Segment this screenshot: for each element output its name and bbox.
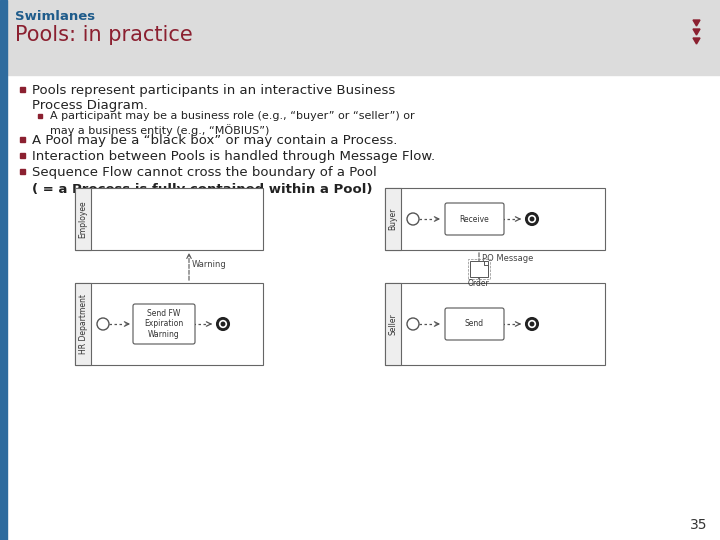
Bar — [19, 152, 24, 158]
Bar — [75, 188, 91, 250]
Text: HR Department: HR Department — [78, 294, 88, 354]
Polygon shape — [693, 38, 700, 44]
Bar — [0, 0, 720, 75]
Bar — [19, 168, 24, 173]
FancyBboxPatch shape — [445, 308, 504, 340]
Text: Swimlanes: Swimlanes — [15, 10, 95, 23]
Text: A participant may be a business role (e.g., “buyer” or “seller”) or: A participant may be a business role (e.… — [50, 111, 415, 121]
Text: Warning: Warning — [192, 260, 227, 269]
Text: PO Message: PO Message — [482, 254, 534, 263]
Circle shape — [526, 318, 538, 330]
Text: Pools: in practice: Pools: in practice — [15, 25, 193, 45]
Circle shape — [528, 321, 535, 327]
Polygon shape — [693, 20, 700, 26]
Text: ( = a Process is fully contained within a Pool): ( = a Process is fully contained within … — [32, 183, 372, 196]
Bar — [468, 259, 490, 279]
Bar — [75, 188, 263, 250]
Text: Interaction between Pools is handled through Message Flow.: Interaction between Pools is handled thr… — [32, 150, 435, 163]
Bar — [385, 283, 401, 365]
Circle shape — [407, 318, 419, 330]
Text: may a business entity (e.g., “MÖBIUS”): may a business entity (e.g., “MÖBIUS”) — [50, 124, 269, 136]
Text: A Pool may be a “black box” or may contain a Process.: A Pool may be a “black box” or may conta… — [32, 134, 397, 147]
Text: Send FW
Expiration
Warning: Send FW Expiration Warning — [145, 309, 184, 339]
Bar — [38, 114, 42, 118]
Circle shape — [526, 213, 538, 225]
Polygon shape — [693, 29, 700, 35]
Text: Seller: Seller — [389, 313, 397, 335]
FancyBboxPatch shape — [133, 304, 195, 344]
Text: Order: Order — [468, 280, 490, 288]
Text: Sequence Flow cannot cross the boundary of a Pool: Sequence Flow cannot cross the boundary … — [32, 166, 377, 179]
Circle shape — [220, 321, 226, 327]
Text: Employee: Employee — [78, 200, 88, 238]
Circle shape — [97, 318, 109, 330]
Bar — [75, 283, 263, 365]
Text: Send: Send — [465, 320, 484, 328]
Bar — [385, 188, 401, 250]
Bar — [385, 283, 605, 365]
FancyBboxPatch shape — [445, 203, 504, 235]
Bar — [0, 0, 7, 540]
Bar — [19, 137, 24, 141]
Bar — [19, 86, 24, 91]
Bar — [75, 283, 91, 365]
Text: Process Diagram.: Process Diagram. — [32, 99, 148, 112]
Circle shape — [528, 215, 535, 222]
Text: Pools represent participants in an interactive Business: Pools represent participants in an inter… — [32, 84, 395, 97]
Text: Receive: Receive — [459, 214, 490, 224]
Bar — [470, 260, 488, 276]
Bar — [385, 188, 605, 250]
Text: Buyer: Buyer — [389, 208, 397, 230]
Text: 35: 35 — [690, 518, 707, 532]
Circle shape — [407, 213, 419, 225]
Circle shape — [217, 318, 229, 330]
